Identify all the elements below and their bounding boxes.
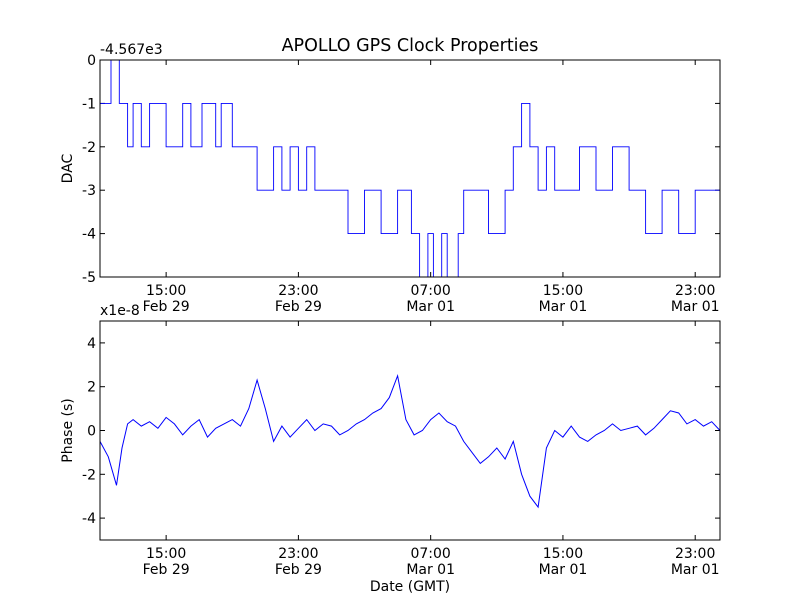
dac-x-tick-label-date: Mar 01 xyxy=(406,299,455,315)
phase-y-tick-label: 2 xyxy=(87,380,96,396)
dac-x-tick-label-time: 23:00 xyxy=(675,283,715,299)
dac-x-tick-label-time: 15:00 xyxy=(543,283,583,299)
phase-y-tick-label: 4 xyxy=(87,336,96,352)
dac-y-ticks: 0 -1 -2 -3 -4 -5 xyxy=(82,53,720,286)
phase-x-tick-label-time: 15:00 xyxy=(543,546,583,562)
dac-y-tick-label: -1 xyxy=(82,96,96,112)
dac-x-tick-label-date: Mar 01 xyxy=(539,299,588,315)
phase-offset-label: x1e-8 xyxy=(100,303,140,319)
dac-offset-label: -4.567e3 xyxy=(100,42,163,58)
phase-series-line xyxy=(99,373,721,509)
phase-y-axis-label: Phase (s) xyxy=(60,398,76,462)
phase-y-tick-label: 0 xyxy=(87,424,96,440)
dac-x-tick-label-date: Mar 01 xyxy=(671,299,720,315)
phase-x-tick-label-date: Mar 01 xyxy=(539,562,588,578)
phase-y-tick-label: -4 xyxy=(82,511,96,527)
phase-y-ticks: 4 2 0 -2 -4 xyxy=(82,336,720,527)
dac-y-tick-label: -4 xyxy=(82,227,96,243)
phase-x-tick-label-date: Mar 01 xyxy=(671,562,720,578)
phase-x-tick-label-date: Feb 29 xyxy=(143,562,190,578)
dac-x-tick-label-time: 07:00 xyxy=(410,283,450,299)
dac-y-tick-label: 0 xyxy=(87,53,96,69)
dac-plot-area xyxy=(99,59,721,278)
phase-x-tick-label-time: 23:00 xyxy=(675,546,715,562)
dac-y-tick-label: -3 xyxy=(82,183,96,199)
dac-x-tick-label-date: Feb 29 xyxy=(275,299,322,315)
phase-x-tick-label-time: 15:00 xyxy=(146,546,186,562)
phase-y-tick-label: -2 xyxy=(82,467,96,483)
dac-series-line xyxy=(100,59,720,278)
dac-y-axis-label: DAC xyxy=(60,153,76,183)
phase-x-tick-label-date: Feb 29 xyxy=(275,562,322,578)
dac-x-tick-label-time: 23:00 xyxy=(278,283,318,299)
phase-x-tick-label-time: 07:00 xyxy=(410,546,450,562)
x-axis-label: Date (GMT) xyxy=(370,579,450,595)
dac-x-tick-label-time: 15:00 xyxy=(146,283,186,299)
dac-x-tick-label-date: Feb 29 xyxy=(143,299,190,315)
dac-y-tick-label: -5 xyxy=(82,270,96,286)
dac-y-tick-label: -2 xyxy=(82,140,96,156)
figure-title: APOLLO GPS Clock Properties xyxy=(282,36,539,56)
phase-x-tick-label-time: 23:00 xyxy=(278,546,318,562)
phase-x-tick-label-date: Mar 01 xyxy=(406,562,455,578)
phase-plot-area xyxy=(99,320,721,541)
